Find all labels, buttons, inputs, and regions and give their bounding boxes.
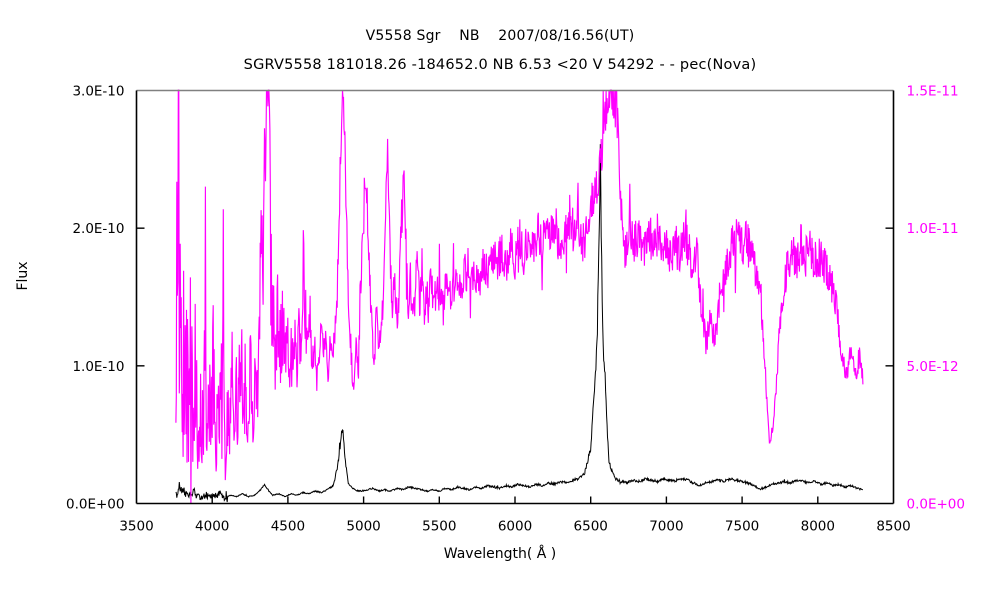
x-tick-label: 3500 (119, 519, 153, 535)
chart-subtitle-line2: SGRV5558 181018.26 -184652.0 NB 6.53 <20… (243, 57, 757, 73)
chart-title-line1: V5558 Sgr NB 2007/08/16.56(UT) (365, 28, 635, 44)
y-left-tick-label: 0.0E+00 (66, 497, 125, 513)
plot-frame (135, 89, 895, 505)
y-left-tick-label: 2.0E-10 (72, 221, 124, 237)
x-tick-label: 7500 (725, 519, 759, 535)
x-tick-label: 5000 (346, 519, 380, 535)
x-tick-label: 4000 (195, 519, 229, 535)
x-tick-label: 4500 (271, 519, 305, 535)
y-right-tick-label: 1.5E-11 (907, 84, 959, 100)
y-left-tick-label: 3.0E-10 (72, 84, 124, 100)
y-left-tick-label: 1.0E-10 (72, 359, 124, 375)
x-tick-label: 7000 (649, 519, 683, 535)
trace-flux-magenta (175, 89, 864, 504)
x-tick-label: 8500 (876, 519, 910, 535)
y-axis-left-ticks: 0.0E+00 1.0E-10 2.0E-10 3.0E-10 (66, 84, 145, 513)
trace-flux-black (175, 144, 863, 503)
x-tick-label: 5500 (422, 519, 456, 535)
y-right-tick-label: 1.0E-11 (907, 221, 959, 237)
x-axis-label: Wavelength( Å ) (443, 546, 557, 562)
x-axis-ticks: 3500 4000 4500 5000 5500 6000 6500 7000 7500 8000… (119, 496, 911, 535)
x-tick-label: 8000 (801, 519, 835, 535)
y-right-tick-label: 0.0E+00 (907, 497, 966, 513)
y-axis-right-ticks: 0.0E+00 5.0E-12 1.0E-11 1.5E-11 (885, 84, 966, 513)
y-right-tick-label: 5.0E-12 (907, 359, 959, 375)
x-tick-label: 6500 (574, 519, 608, 535)
x-tick-label: 6000 (498, 519, 532, 535)
spectrum-traces (175, 89, 864, 504)
